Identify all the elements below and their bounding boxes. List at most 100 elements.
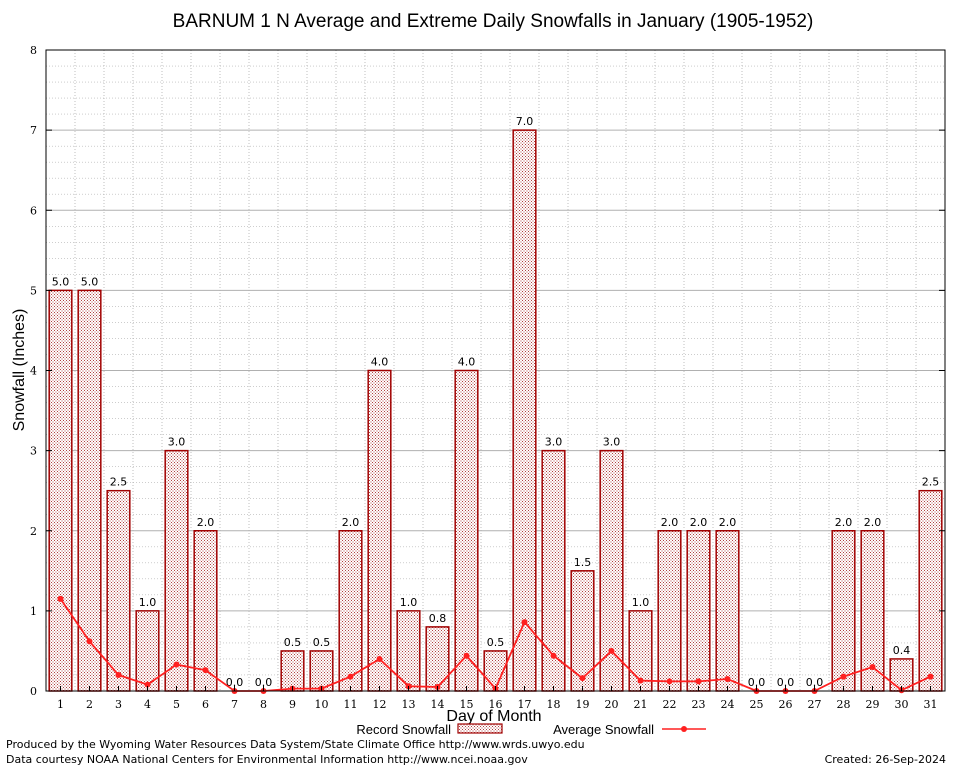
average-point-day-29	[869, 663, 876, 670]
average-point-day-24	[724, 675, 731, 682]
x-tick-label: 16	[489, 698, 503, 711]
y-tick-label: 6	[30, 204, 37, 217]
footer-credit-wrds: Produced by the Wyoming Water Resources …	[6, 738, 585, 751]
record-bars: 5.0 5.0 2.5 1.0 3.0 2.0 0.0 0.0 0.5 0.5 2.0 4.0 1.0 0…	[48, 115, 943, 692]
bar-day-22	[657, 530, 682, 692]
x-tick-label: 6	[202, 698, 209, 711]
bar-day-24	[715, 530, 740, 692]
bar-value-label: 2.0	[864, 516, 882, 529]
average-point-day-11	[347, 673, 354, 680]
y-tick-label: 2	[30, 525, 37, 538]
x-tick-label: 13	[402, 698, 416, 711]
x-tick-label: 19	[576, 698, 590, 711]
bar-value-label: 4.0	[371, 356, 389, 369]
x-tick-label: 8	[260, 698, 267, 711]
average-point-day-31	[927, 673, 934, 680]
average-point-day-22	[666, 678, 673, 685]
y-tick-label: 0	[30, 685, 37, 698]
bar-value-label: 2.0	[342, 516, 360, 529]
bar-day-23	[686, 530, 711, 692]
footer-credit-ncei: Data courtesy NOAA National Centers for …	[6, 753, 528, 766]
bar-value-label: 0.0	[777, 676, 795, 689]
bar-day-14	[425, 626, 450, 692]
y-tick-label: 1	[30, 605, 37, 618]
x-tick-label: 1	[57, 698, 64, 711]
y-tick-label: 3	[30, 445, 37, 458]
average-point-day-12	[376, 655, 383, 662]
chart-title: BARNUM 1 N Average and Extreme Daily Sno…	[173, 11, 814, 32]
bar-value-label: 0.0	[226, 676, 244, 689]
average-point-day-1	[57, 595, 64, 602]
x-tick-label: 7	[231, 698, 238, 711]
bar-day-15	[454, 369, 479, 692]
bar-value-label: 2.0	[690, 516, 708, 529]
bar-value-label: 2.5	[922, 476, 940, 489]
average-point-day-19	[579, 675, 586, 682]
bar-value-label: 3.0	[603, 436, 621, 449]
bar-day-1	[48, 289, 73, 692]
bar-value-label: 0.5	[284, 636, 302, 649]
y-axis-label: Snowfall (Inches)	[11, 309, 28, 432]
average-point-day-28	[840, 673, 847, 680]
bar-value-label: 3.0	[545, 436, 563, 449]
average-point-day-5	[173, 661, 180, 668]
average-point-day-15	[463, 652, 470, 659]
x-axis-label: Day of Month	[446, 708, 541, 725]
bar-day-12	[367, 369, 392, 692]
x-tick-label: 26	[779, 698, 793, 711]
bar-day-9	[280, 650, 305, 692]
x-tick-label: 21	[634, 698, 648, 711]
bar-day-11	[338, 530, 363, 692]
x-tick-label: 24	[721, 698, 735, 711]
x-tick-label: 12	[373, 698, 387, 711]
x-tick-label: 11	[344, 698, 358, 711]
bar-value-label: 0.4	[893, 644, 911, 657]
bar-value-label: 2.0	[197, 516, 215, 529]
bar-value-label: 1.0	[139, 596, 157, 609]
y-tick-label: 4	[30, 365, 37, 378]
x-tick-label: 17	[518, 698, 532, 711]
average-point-day-17	[521, 619, 528, 626]
bar-value-label: 2.5	[110, 476, 128, 489]
grid	[46, 49, 945, 692]
bar-value-label: 2.0	[719, 516, 737, 529]
x-tick-label: 2	[86, 698, 93, 711]
x-tick-label: 9	[289, 698, 296, 711]
bar-value-label: 0.0	[255, 676, 273, 689]
average-point-day-21	[637, 677, 644, 684]
legend-average-marker	[681, 726, 687, 732]
average-point-day-3	[115, 671, 122, 678]
x-tick-label: 22	[663, 698, 677, 711]
x-tick-label: 31	[924, 698, 938, 711]
bar-value-label: 0.0	[748, 676, 766, 689]
average-point-day-20	[608, 647, 615, 654]
legend-record-swatch	[457, 723, 503, 734]
x-tick-label: 14	[431, 698, 445, 711]
x-tick-label: 27	[808, 698, 822, 711]
x-tick-label: 10	[315, 698, 329, 711]
average-point-day-18	[550, 652, 557, 659]
bar-value-label: 3.0	[168, 436, 186, 449]
legend: Record Snowfall Average Snowfall	[356, 722, 706, 737]
bar-value-label: 4.0	[458, 356, 476, 369]
average-point-day-6	[202, 667, 209, 674]
bar-day-5	[164, 449, 189, 692]
footer-created-date: Created: 26-Sep-2024	[824, 753, 946, 766]
x-tick-label: 30	[895, 698, 909, 711]
legend-average-label: Average Snowfall	[553, 722, 654, 737]
bar-value-label: 7.0	[516, 115, 534, 128]
bar-value-label: 2.0	[835, 516, 853, 529]
x-tick-label: 5	[173, 698, 180, 711]
bar-value-label: 0.8	[429, 612, 447, 625]
bar-value-label: 2.0	[661, 516, 679, 529]
x-tick-label: 28	[837, 698, 851, 711]
x-tick-label: 3	[115, 698, 122, 711]
bar-day-3	[106, 489, 131, 692]
average-point-day-4	[144, 681, 151, 688]
y-tick-label: 8	[30, 44, 37, 57]
x-tick-label: 4	[144, 698, 151, 711]
x-tick-label: 23	[692, 698, 706, 711]
x-tick-label: 25	[750, 698, 764, 711]
bar-day-20	[599, 449, 624, 692]
